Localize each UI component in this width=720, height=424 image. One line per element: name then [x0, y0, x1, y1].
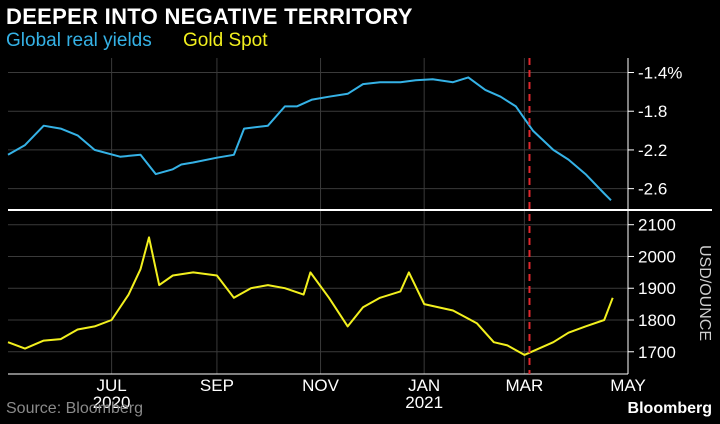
legend-yields: Global real yields [6, 30, 152, 51]
yields-series-line [7, 76, 612, 202]
x-tick-label: JAN [408, 376, 440, 395]
x-tick-sublabel: 2021 [405, 393, 443, 412]
x-tick-label: SEP [200, 376, 234, 395]
brand-logo: Bloomberg [627, 400, 712, 417]
y-axis-label-gold: USD/OUNCE [696, 245, 713, 341]
x-tick-label: JUL [96, 376, 126, 395]
x-tick-label: MAR [505, 376, 543, 395]
y-tick-label-bottom: 1700 [638, 343, 676, 362]
y-tick-label-top: -2.6 [638, 180, 667, 199]
chart-title: DEEPER INTO NEGATIVE TERRITORY [6, 4, 413, 29]
legend-gold: Gold Spot [183, 30, 268, 51]
y-tick-label-bottom: 2000 [638, 247, 676, 266]
source-note: Source: Bloomberg [6, 400, 143, 417]
y-tick-label-top: -2.2 [638, 141, 667, 160]
x-tick-sublabel: 2020 [93, 393, 131, 412]
legend: Global real yields Gold Spot [6, 30, 268, 52]
y-tick-label-bottom: 1800 [638, 311, 676, 330]
y-tick-label-top: -1.4% [638, 64, 682, 83]
y-tick-label-top: -1.8 [638, 102, 667, 121]
x-tick-label: NOV [302, 376, 340, 395]
gold-series-line [7, 236, 614, 356]
y-tick-label-bottom: 2100 [638, 216, 676, 235]
x-tick-label: MAY [610, 376, 646, 395]
y-tick-label-bottom: 1900 [638, 279, 676, 298]
